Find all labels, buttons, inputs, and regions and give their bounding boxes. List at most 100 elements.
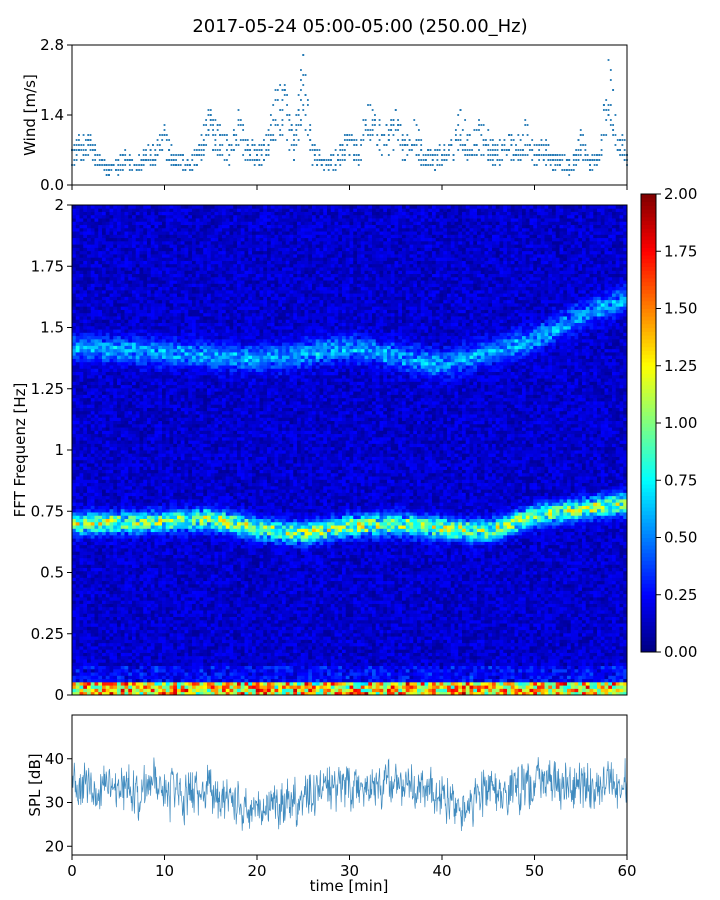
wind-point (619, 139, 621, 141)
spectrogram-cell (110, 535, 114, 539)
spectrogram-cell (95, 679, 99, 683)
spectrogram-cell (95, 411, 99, 415)
spectrogram-cell (83, 336, 87, 340)
spectrogram-cell (72, 247, 76, 251)
spectrogram-cell (83, 463, 87, 467)
spectrogram-cell (110, 238, 114, 242)
spectrogram-cell (132, 355, 136, 359)
spectrogram-cell (132, 372, 136, 376)
spectrogram-cell (158, 466, 162, 470)
spectrogram-cell (155, 326, 159, 330)
spectrogram-cell (158, 287, 162, 291)
spectrogram-cell (136, 626, 140, 630)
spectrogram-cell (98, 594, 102, 598)
spectrogram-cell (166, 443, 170, 447)
spectrogram-cell (121, 218, 125, 222)
spectrogram-cell (83, 574, 87, 578)
wind-point (103, 164, 105, 166)
spectrogram-cell (80, 672, 84, 676)
wind-point (180, 164, 182, 166)
spectrogram-cell (80, 688, 84, 692)
spectrogram-cell (136, 303, 140, 307)
wind-point (295, 114, 297, 116)
spectrogram-cell (166, 473, 170, 477)
spectrogram-cell (132, 600, 136, 604)
spectrogram-cell (162, 630, 166, 634)
wind-y-label: Wind [m/s] (21, 74, 39, 156)
spectrogram-cell (80, 365, 84, 369)
spectrogram-cell (136, 639, 140, 643)
spectrogram-cell (166, 378, 170, 382)
spectrogram-cell (87, 600, 91, 604)
spectrogram-cell (128, 548, 132, 552)
spectrogram-cell (117, 473, 121, 477)
spectrogram-cell (125, 682, 129, 686)
spectrogram-cell (162, 636, 166, 640)
spectrogram-cell (113, 528, 117, 532)
spectrogram-cell (121, 496, 125, 500)
spectrogram-cell (80, 437, 84, 441)
spectrogram-cell (117, 509, 121, 513)
spectrogram-cell (162, 528, 166, 532)
spectrogram-cell (140, 247, 144, 251)
spectrogram-cell (110, 672, 114, 676)
wind-point (150, 159, 152, 161)
spectrogram-cell (151, 238, 155, 242)
wind-point (194, 154, 196, 156)
spectrogram-cell (151, 509, 155, 513)
spectrogram-cell (140, 476, 144, 480)
spectrogram-cell (110, 571, 114, 575)
wind-point (524, 154, 526, 156)
spectrogram-cell (132, 378, 136, 382)
wind-point (83, 134, 85, 136)
spectrogram-cell (80, 391, 84, 395)
wind-point (286, 94, 288, 96)
spectrogram-cell (98, 257, 102, 261)
spectrogram-cell (91, 564, 95, 568)
spectrogram-cell (151, 590, 155, 594)
spectrogram-cell (113, 515, 117, 519)
spectrogram-cell (83, 597, 87, 601)
spectrogram-cell (72, 528, 76, 532)
spectrogram-cell (128, 332, 132, 336)
spectrogram-cell (113, 434, 117, 438)
spectrogram-cell (76, 666, 80, 670)
spectrogram-cell (102, 300, 106, 304)
spectrogram-cell (147, 466, 151, 470)
wind-point (238, 109, 240, 111)
spectrogram-cell (147, 574, 151, 578)
spectrogram-cell (113, 241, 117, 245)
spectrogram-cell (72, 483, 76, 487)
spectrogram-cell (91, 476, 95, 480)
spectrogram-cell (121, 607, 125, 611)
spectrogram-cell (166, 316, 170, 320)
spectrogram-cell (143, 293, 147, 297)
spectrogram-cell (102, 682, 106, 686)
spectrogram-cell (91, 538, 95, 542)
spectrogram-cell (91, 545, 95, 549)
spectrogram-cell (166, 646, 170, 650)
wind-point (120, 164, 122, 166)
spectrogram-cell (158, 212, 162, 216)
spectrogram-cell (95, 447, 99, 451)
spectrogram-cell (102, 394, 106, 398)
wind-point (300, 89, 302, 91)
spectrogram-cell (125, 417, 129, 421)
spectrogram-cell (87, 532, 91, 536)
spectrogram-cell (72, 378, 76, 382)
spectrogram-cell (80, 512, 84, 516)
spectrogram-cell (110, 492, 114, 496)
wind-point (388, 134, 390, 136)
spectrogram-cell (98, 561, 102, 565)
spectrogram-cell (117, 326, 121, 330)
wind-point (402, 139, 404, 141)
spectrogram-cell (136, 522, 140, 526)
spectrogram-cell (98, 411, 102, 415)
spectrogram-cell (121, 450, 125, 454)
wind-point (117, 159, 119, 161)
wind-point (288, 149, 290, 151)
spectrogram-cell (155, 564, 159, 568)
spectrogram-cell (87, 339, 91, 343)
wind-point (409, 149, 411, 151)
